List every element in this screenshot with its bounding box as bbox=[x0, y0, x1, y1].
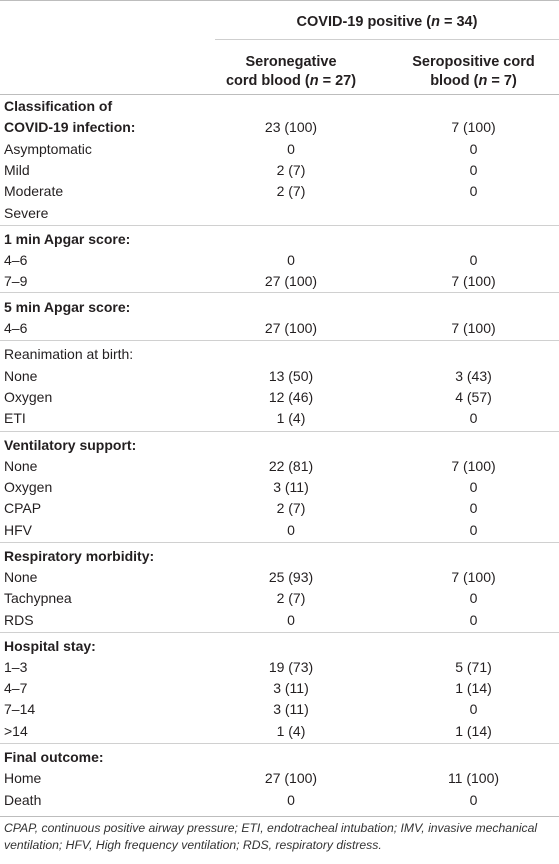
cell-seronegative: 0 bbox=[287, 612, 295, 628]
group-header: COVID-19 positive (n = 34) bbox=[296, 14, 478, 30]
cell-seronegative: 27 (100) bbox=[264, 320, 318, 336]
section-rule bbox=[0, 431, 559, 432]
cell-seronegative: 3 (11) bbox=[273, 479, 309, 495]
cell-seropositive: 1 (14) bbox=[455, 723, 492, 739]
cell-seropositive: 0 bbox=[469, 141, 478, 157]
col1-header-line1: Seronegative bbox=[245, 54, 337, 70]
cell-seronegative: 1 (4) bbox=[276, 410, 306, 426]
cell-seronegative: 1 (4) bbox=[276, 723, 306, 739]
bottom-rule bbox=[0, 816, 559, 817]
section-rule bbox=[0, 542, 559, 543]
cell-seronegative: 23 (100) bbox=[264, 119, 318, 135]
cell-seropositive: 7 (100) bbox=[451, 119, 496, 135]
cell-seropositive: 0 bbox=[469, 701, 478, 717]
row-label: 4–6 bbox=[4, 320, 28, 336]
cell-seronegative: 12 (46) bbox=[268, 389, 314, 405]
cell-seropositive: 0 bbox=[469, 252, 478, 268]
row-label: RDS bbox=[4, 612, 34, 628]
section-rule bbox=[0, 340, 559, 341]
cell-seronegative: 25 (93) bbox=[268, 569, 314, 585]
col2-header-line1: Seropositive cord bbox=[412, 54, 535, 70]
cell-seronegative: 22 (81) bbox=[268, 458, 314, 474]
row-label: 1–3 bbox=[4, 659, 28, 675]
cell-seropositive: 4 (57) bbox=[455, 389, 492, 405]
cell-seronegative: 2 (7) bbox=[276, 590, 306, 606]
row-label: Respiratory morbidity: bbox=[4, 548, 155, 564]
cell-seropositive: 0 bbox=[469, 792, 478, 808]
row-label: None bbox=[4, 458, 38, 474]
col1-header-line2: cord blood (n = 27) bbox=[225, 73, 357, 89]
section-rule bbox=[0, 743, 559, 744]
row-label: COVID-19 infection: bbox=[4, 119, 136, 135]
row-label: 1 min Apgar score: bbox=[4, 231, 131, 247]
row-label: None bbox=[4, 368, 38, 384]
cell-seropositive: 0 bbox=[469, 479, 478, 495]
row-label: 7–9 bbox=[4, 273, 28, 289]
cell-seronegative: 2 (7) bbox=[276, 162, 306, 178]
cell-seropositive: 0 bbox=[469, 183, 478, 199]
cell-seronegative: 27 (100) bbox=[264, 273, 318, 289]
table-footnote: CPAP, continuous positive airway pressur… bbox=[4, 821, 538, 852]
row-label: 5 min Apgar score: bbox=[4, 299, 131, 315]
cell-seropositive: 0 bbox=[469, 522, 478, 538]
row-label: Home bbox=[4, 770, 42, 786]
row-label: HFV bbox=[4, 522, 32, 538]
row-label: 4–7 bbox=[4, 680, 28, 696]
top-rule bbox=[0, 0, 559, 1]
section-rule bbox=[0, 225, 559, 226]
row-label: >14 bbox=[4, 723, 28, 739]
row-label: Mild bbox=[4, 162, 30, 178]
row-label: ETI bbox=[4, 410, 26, 426]
row-label: Ventilatory support: bbox=[4, 437, 137, 453]
cell-seropositive: 0 bbox=[469, 162, 478, 178]
cell-seronegative: 3 (11) bbox=[273, 680, 309, 696]
cell-seronegative: 2 (7) bbox=[276, 183, 306, 199]
row-label: Reanimation at birth: bbox=[4, 346, 134, 362]
row-label: 7–14 bbox=[4, 701, 36, 717]
row-label: Final outcome: bbox=[4, 749, 104, 765]
row-label: Asymptomatic bbox=[4, 141, 92, 157]
cell-seronegative: 13 (50) bbox=[268, 368, 314, 384]
row-label: Moderate bbox=[4, 183, 64, 199]
row-label: Hospital stay: bbox=[4, 638, 96, 654]
cell-seropositive: 1 (14) bbox=[455, 680, 492, 696]
cell-seronegative: 0 bbox=[287, 522, 295, 538]
cell-seropositive: 7 (100) bbox=[451, 569, 496, 585]
section-rule bbox=[0, 632, 559, 633]
cell-seropositive: 5 (71) bbox=[455, 659, 492, 675]
cell-seronegative: 0 bbox=[287, 792, 295, 808]
row-label: Severe bbox=[4, 205, 49, 221]
cell-seronegative: 2 (7) bbox=[276, 500, 306, 516]
cell-seropositive: 7 (100) bbox=[451, 458, 496, 474]
cell-seropositive: 7 (100) bbox=[451, 273, 496, 289]
cell-seronegative: 19 (73) bbox=[268, 659, 314, 675]
row-label: Oxygen bbox=[4, 479, 53, 495]
cell-seropositive: 11 (100) bbox=[447, 770, 500, 786]
header-bottom-rule bbox=[0, 94, 559, 95]
cell-seropositive: 3 (43) bbox=[455, 368, 492, 384]
cell-seropositive: 0 bbox=[469, 590, 478, 606]
row-label: None bbox=[4, 569, 38, 585]
cell-seronegative: 3 (11) bbox=[273, 701, 309, 717]
cell-seropositive: 0 bbox=[469, 500, 478, 516]
cell-seronegative: 27 (100) bbox=[264, 770, 318, 786]
col2-header-line2: blood (n = 7) bbox=[430, 73, 517, 89]
cell-seronegative: 0 bbox=[287, 252, 295, 268]
cell-seronegative: 0 bbox=[287, 141, 295, 157]
cell-seropositive: 0 bbox=[469, 612, 478, 628]
cell-seropositive: 0 bbox=[469, 410, 478, 426]
row-label: Classification of bbox=[4, 98, 113, 114]
group-header-rule bbox=[215, 39, 559, 40]
row-label: 4–6 bbox=[4, 252, 28, 268]
row-label: Death bbox=[4, 792, 42, 808]
row-label: Tachypnea bbox=[4, 590, 72, 606]
row-label: CPAP bbox=[4, 500, 42, 516]
cell-seropositive: 7 (100) bbox=[451, 320, 496, 336]
section-rule bbox=[0, 292, 559, 293]
row-label: Oxygen bbox=[4, 389, 53, 405]
